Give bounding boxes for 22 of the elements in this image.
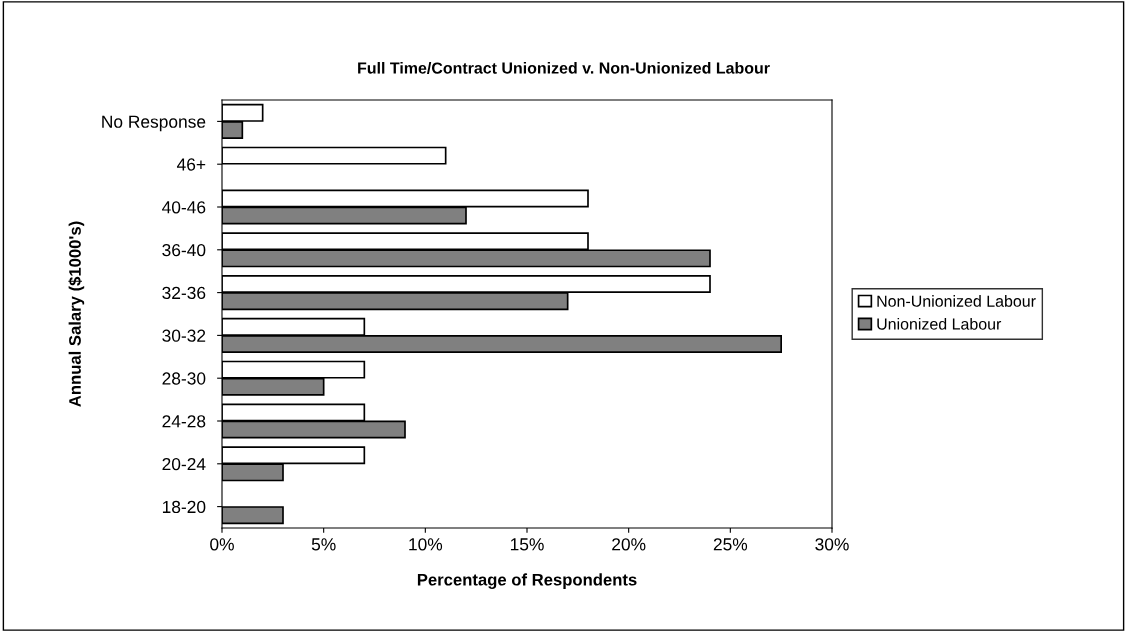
y-tick-label: 46+ xyxy=(176,158,206,171)
x-tick-label: 20% xyxy=(612,538,646,551)
legend-label: Unionized Labour xyxy=(877,317,1002,330)
y-tick-label: 20-24 xyxy=(162,457,206,471)
x-tick-label: 10% xyxy=(409,538,443,551)
y-tick-label: 32-36 xyxy=(162,286,206,300)
y-tick-label: No Response xyxy=(102,115,206,132)
y-tick-label: 36-40 xyxy=(162,243,206,257)
y-tick-label: 40-46 xyxy=(162,201,206,214)
x-axis-title: Percentage of Respondents xyxy=(417,573,637,589)
y-tick-label: 18-20 xyxy=(162,500,206,514)
y-tick-label: 24-28 xyxy=(162,415,206,428)
x-tick-label: 5% xyxy=(311,538,336,551)
legend-label: Non-Unionized Labour xyxy=(877,295,1036,307)
y-axis-title: Annual Salary ($1000's) xyxy=(68,221,85,407)
x-tick-label: 15% xyxy=(510,538,544,551)
chart-title: Full Time/Contract Unionized v. Non-Unionized Labour xyxy=(358,62,770,74)
x-tick-label: 0% xyxy=(210,538,234,551)
x-tick-label: 30% xyxy=(815,538,849,551)
x-tick-label: 25% xyxy=(713,538,748,551)
y-tick-label: 30-32 xyxy=(162,329,206,342)
y-tick-label: 28-30 xyxy=(162,372,206,385)
